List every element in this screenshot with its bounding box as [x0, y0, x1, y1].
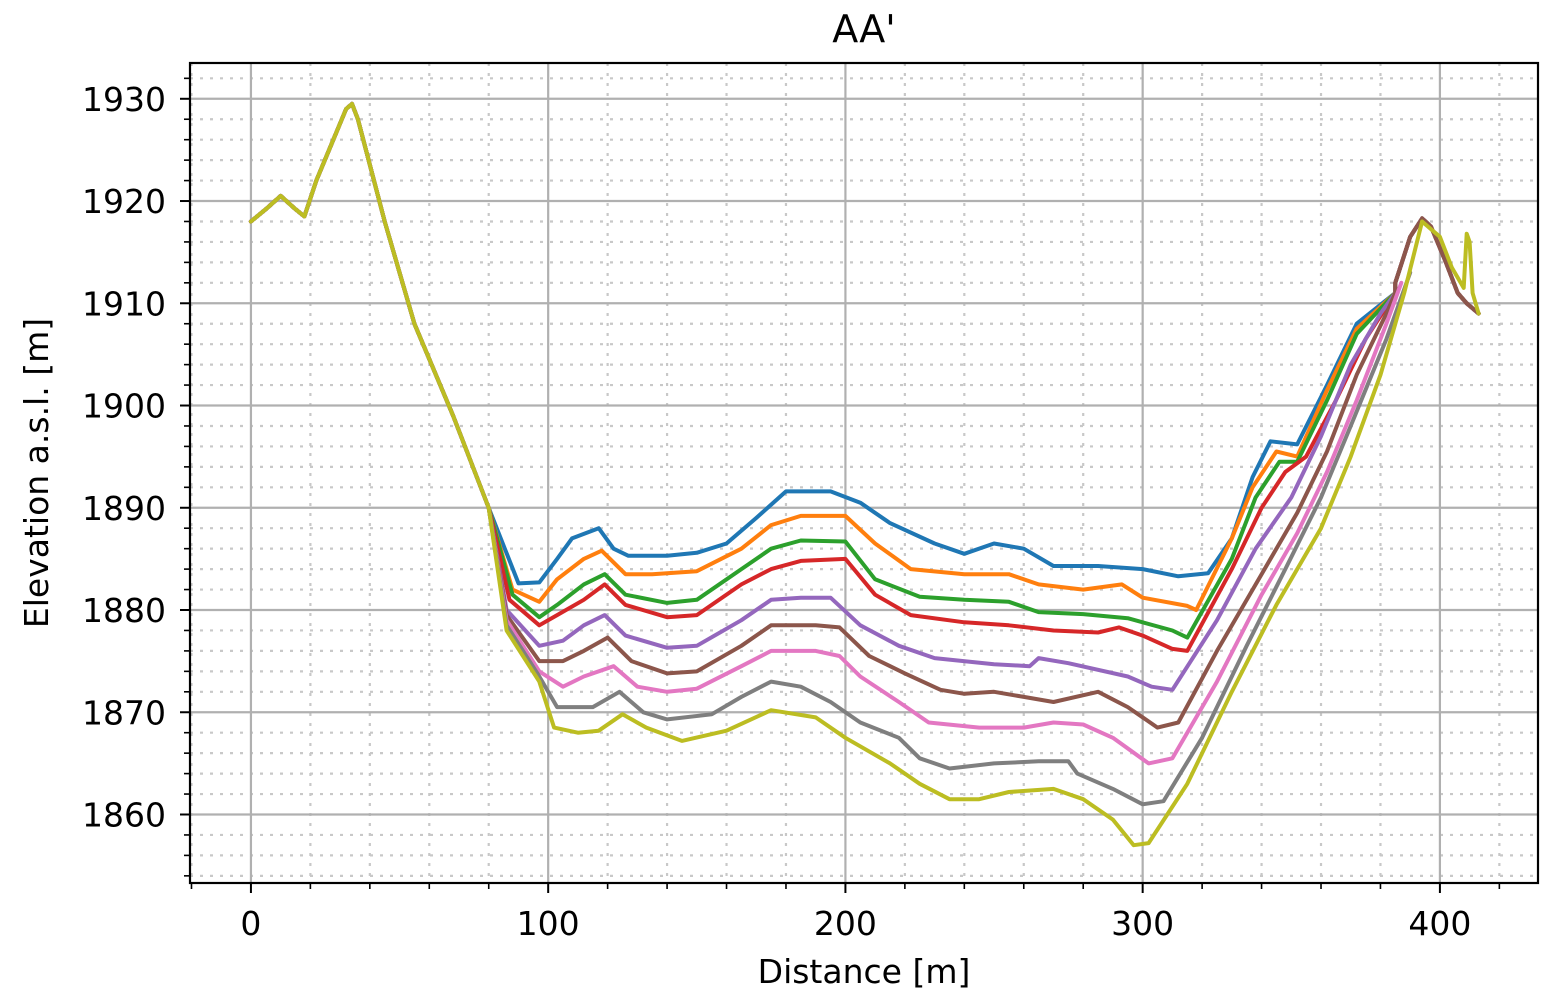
x-tick-label: 200 [814, 904, 877, 943]
y-tick-label: 1890 [82, 489, 166, 528]
chart-title: AA' [832, 7, 896, 51]
y-tick-label: 1860 [82, 795, 166, 834]
ticks-layer [180, 77, 1501, 893]
series-line-8 [248, 101, 1413, 807]
y-tick-label: 1880 [82, 591, 166, 630]
major-grid [190, 63, 1538, 883]
tick-labels: 0 100 200 300 400 1860 1870 1880 1890 1900 1910 192… [82, 80, 1471, 943]
series-line-7 [248, 101, 1404, 766]
x-tick-label: 300 [1111, 904, 1174, 943]
series-line-6 [248, 101, 1481, 730]
y-tick-label: 1870 [82, 693, 166, 732]
x-axis-label: Distance [m] [758, 952, 971, 991]
series-line-5 [248, 101, 1481, 692]
y-tick-label: 1900 [82, 387, 166, 426]
y-tick-label: 1930 [82, 80, 166, 119]
x-tick-label: 0 [240, 904, 261, 943]
y-tick-label: 1920 [82, 182, 166, 221]
series-line-1 [248, 101, 1481, 586]
x-tick-label: 100 [517, 904, 580, 943]
x-tick-label: 400 [1408, 904, 1471, 943]
plot-frame [188, 61, 1540, 885]
y-tick-label: 1910 [82, 284, 166, 323]
minor-grid [190, 63, 1538, 883]
y-axis-label: Elevation a.s.l. [m] [17, 318, 56, 628]
series-layer [248, 101, 1481, 848]
series-line-9 [248, 101, 1481, 848]
